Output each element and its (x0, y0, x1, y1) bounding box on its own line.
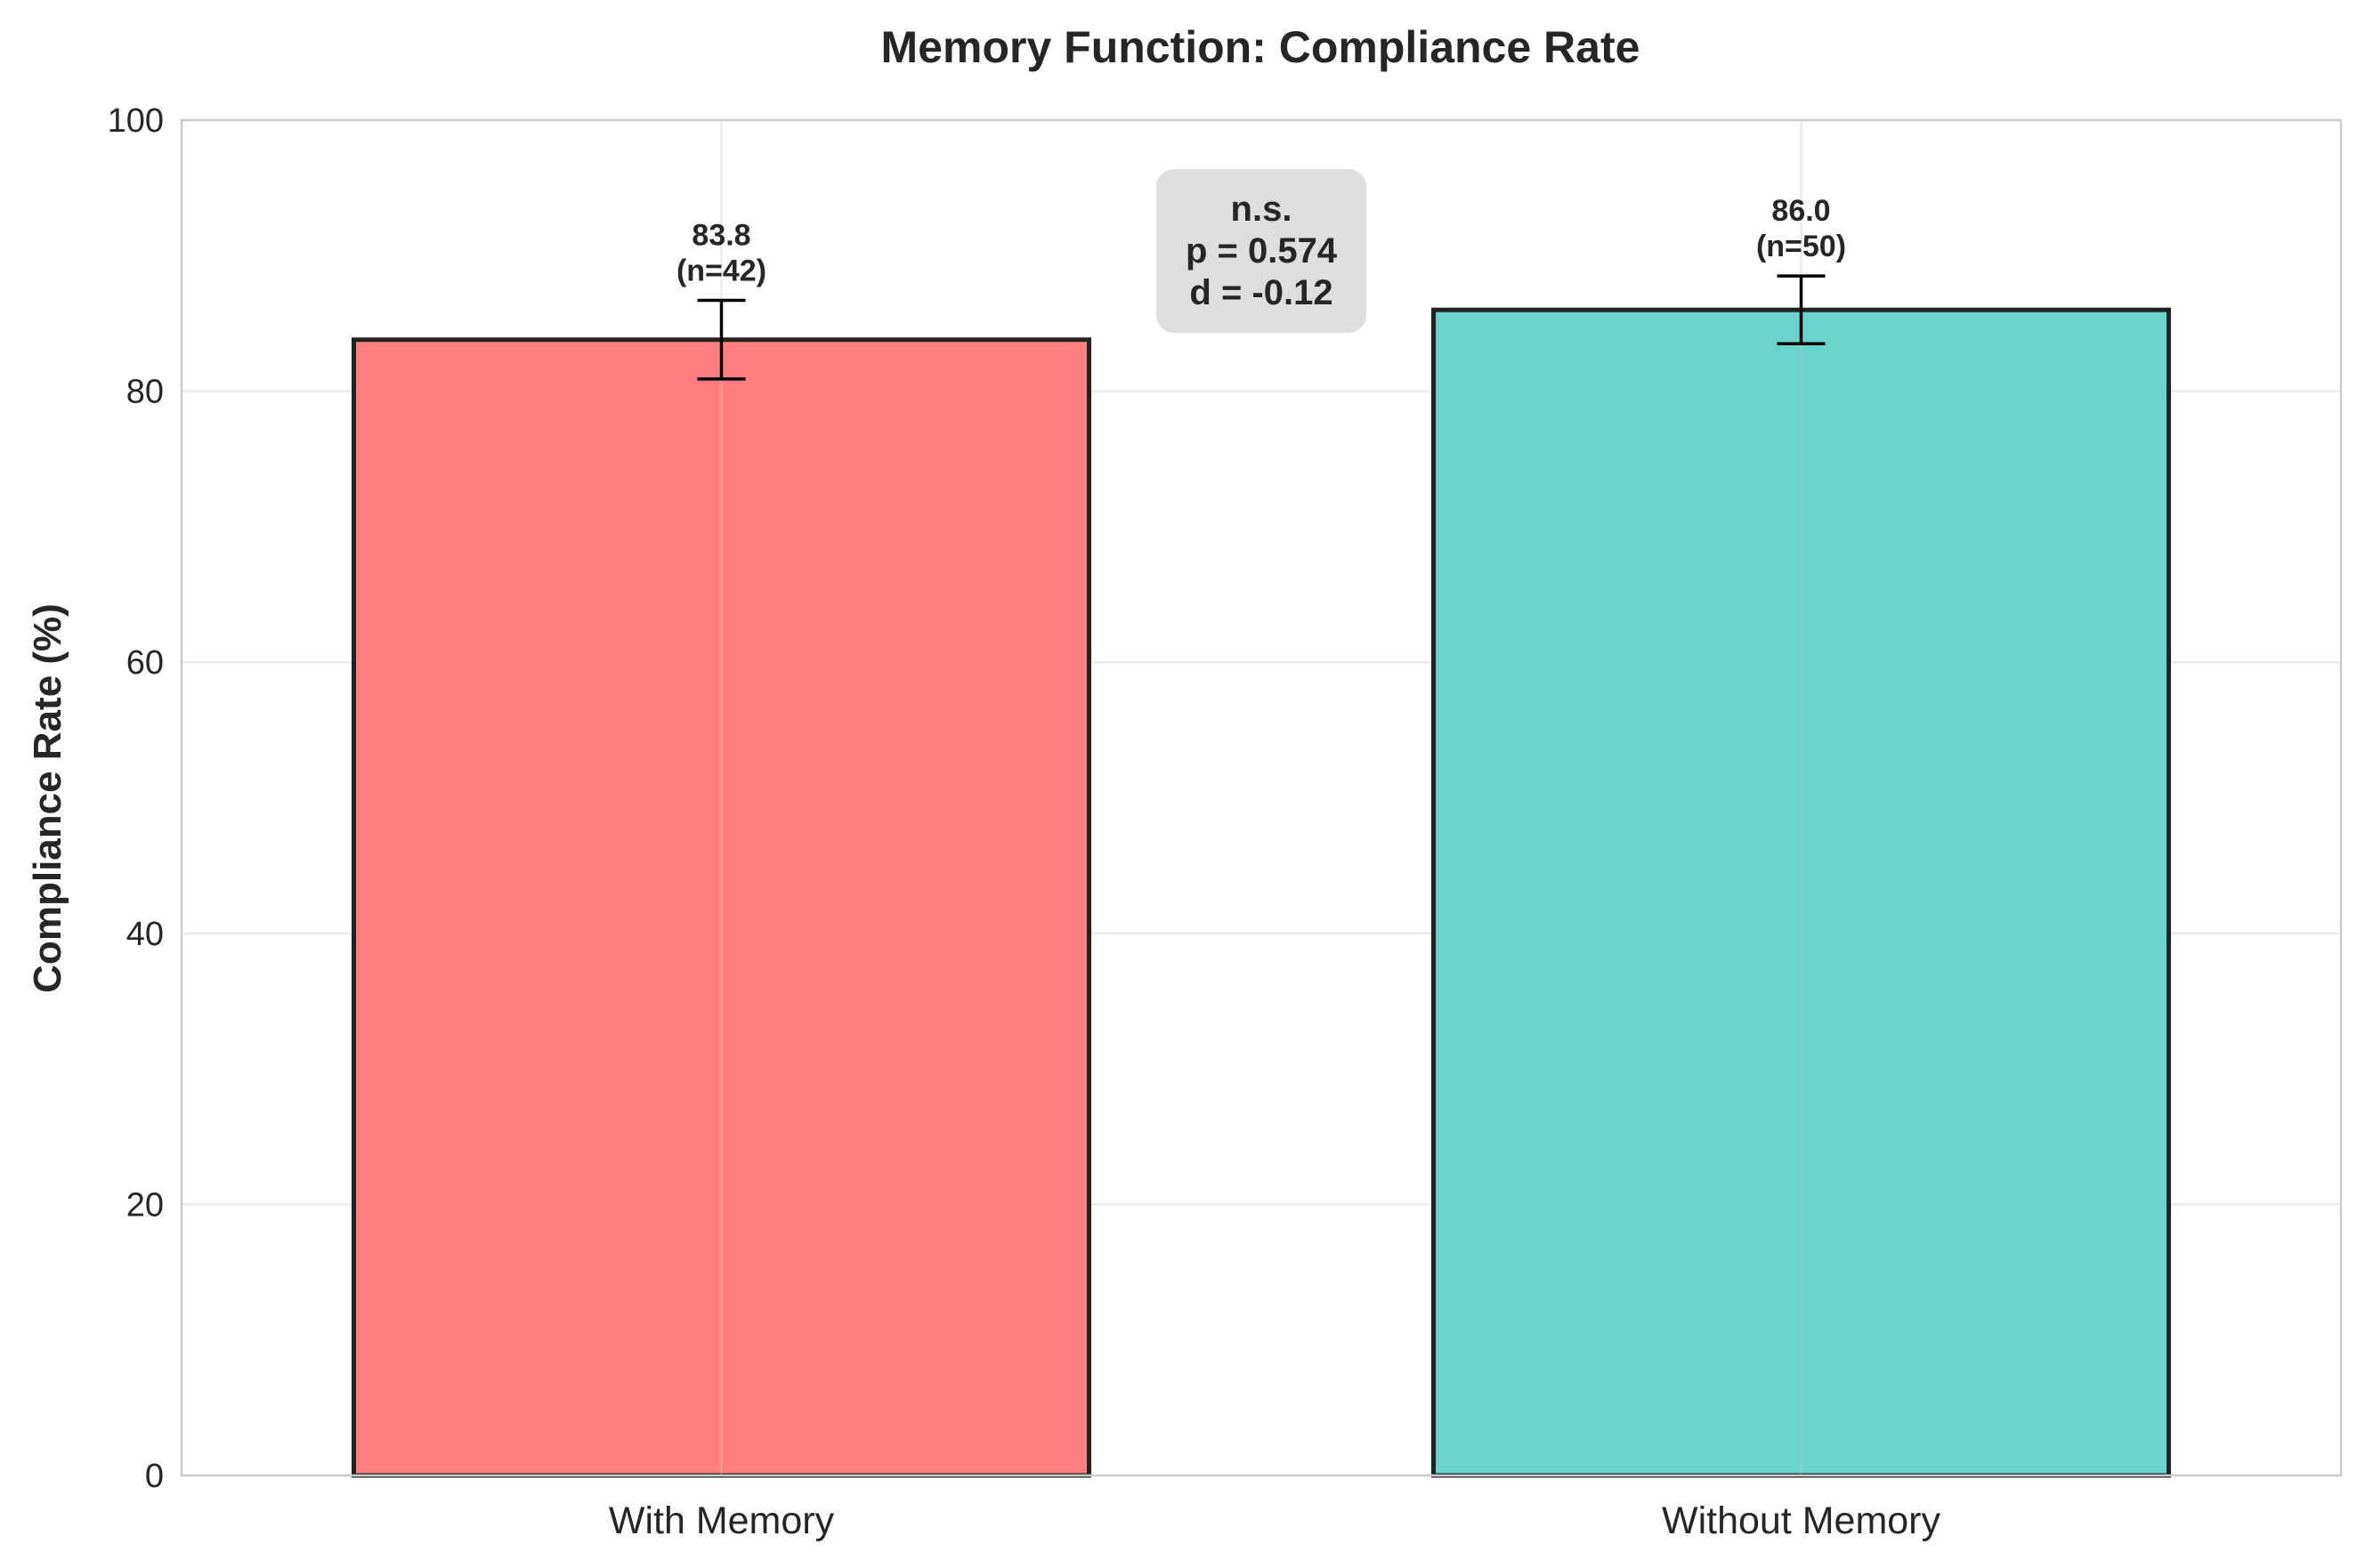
y-tick-label-60: 60 (126, 644, 164, 682)
y-tick-label-80: 80 (126, 374, 164, 411)
stats-box-background (1156, 169, 1366, 333)
y-tick-label-20: 20 (126, 1186, 164, 1224)
bars-group (352, 307, 2171, 1478)
stats-effect-size: d = -0.12 (1189, 273, 1332, 312)
bar-0 (352, 337, 1091, 1478)
error-bars-group (697, 274, 1826, 381)
x-tick-labels: With Memory Without Memory (609, 1499, 1941, 1542)
stats-p-value: p = 0.574 (1186, 231, 1338, 271)
y-tick-label-0: 0 (145, 1458, 164, 1495)
y-axis-label: Compliance Rate (%) (26, 603, 69, 993)
y-tick-label-40: 40 (126, 916, 164, 953)
x-tick-label-0: With Memory (609, 1499, 835, 1542)
data-label-1-line-0: 86.0 (1771, 194, 1830, 228)
data-label-0-line-0: 83.8 (692, 219, 750, 253)
bar-1 (1431, 307, 2171, 1478)
data-label-1-line-1: (n=50) (1756, 230, 1846, 263)
stats-annotation: n.s. p = 0.574 d = -0.12 (1156, 169, 1366, 333)
data-labels-group: (n=42)83.8 (n=50)86.0 (676, 194, 1846, 287)
y-tick-labels: 0 20 40 60 80 100 (108, 102, 164, 1495)
x-tick-label-1: Without Memory (1662, 1499, 1941, 1542)
plot-frame (180, 118, 2343, 1477)
data-label-0-line-1: (n=42) (676, 255, 766, 288)
y-tick-label-100: 100 (108, 102, 164, 140)
stats-significance: n.s. (1231, 190, 1292, 229)
chart-title: Memory Function: Compliance Rate (881, 22, 1640, 72)
